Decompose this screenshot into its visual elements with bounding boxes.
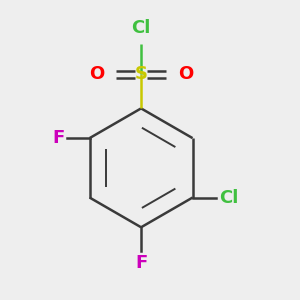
Text: O: O (178, 65, 193, 83)
Text: Cl: Cl (219, 189, 239, 207)
Text: F: F (135, 254, 147, 272)
Text: F: F (52, 129, 64, 147)
Text: S: S (135, 65, 148, 83)
Text: O: O (89, 65, 104, 83)
Text: Cl: Cl (131, 19, 151, 37)
